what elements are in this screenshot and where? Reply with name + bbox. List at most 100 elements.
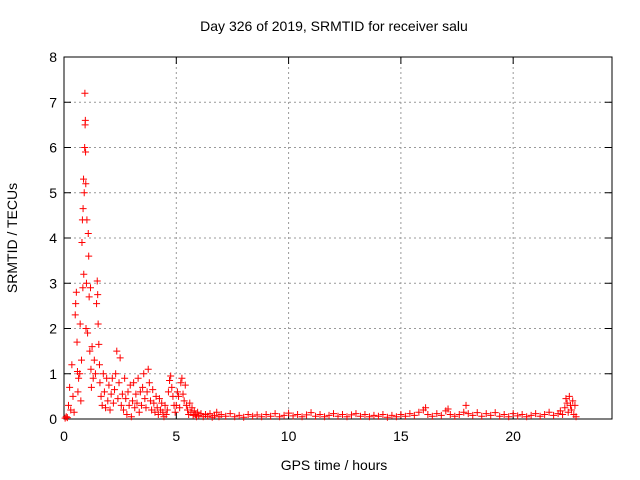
data-point xyxy=(115,379,123,387)
x-tick-label: 10 xyxy=(281,428,297,444)
data-point xyxy=(117,401,125,409)
data-point xyxy=(78,239,86,247)
data-point xyxy=(496,412,504,420)
data-point xyxy=(422,404,430,412)
x-tick-label: 5 xyxy=(172,428,180,444)
data-point xyxy=(124,388,132,396)
data-point xyxy=(80,189,88,197)
data-point xyxy=(87,365,95,373)
data-point xyxy=(102,404,110,412)
data-point xyxy=(69,392,77,400)
data-point xyxy=(249,412,257,420)
data-point xyxy=(175,392,183,400)
data-point xyxy=(532,410,540,418)
data-point xyxy=(240,413,248,421)
data-point xyxy=(168,383,176,391)
data-point xyxy=(478,412,486,420)
data-point xyxy=(120,406,128,414)
data-point xyxy=(137,401,145,409)
data-point xyxy=(85,293,93,301)
data-point xyxy=(87,284,95,292)
data-point xyxy=(64,401,72,409)
data-point xyxy=(505,413,513,421)
data-point xyxy=(139,383,147,391)
data-point xyxy=(550,411,558,419)
data-point xyxy=(111,386,119,394)
data-point xyxy=(500,410,508,418)
data-point xyxy=(74,388,82,396)
data-point xyxy=(460,408,468,416)
data-point xyxy=(177,379,185,387)
data-point xyxy=(176,404,184,412)
data-point xyxy=(206,410,214,418)
data-point xyxy=(374,412,382,420)
data-point xyxy=(129,397,136,405)
data-point xyxy=(71,311,79,319)
data-point xyxy=(370,411,378,419)
data-point xyxy=(85,252,93,260)
data-point xyxy=(72,288,80,296)
data-point xyxy=(410,411,418,419)
x-tick-label: 20 xyxy=(505,428,521,444)
data-point xyxy=(383,413,391,421)
data-point xyxy=(66,383,74,391)
data-point xyxy=(70,408,78,416)
data-point xyxy=(164,388,172,396)
data-point xyxy=(145,379,153,387)
data-point xyxy=(565,392,573,400)
data-point xyxy=(96,379,104,387)
data-point xyxy=(226,410,234,418)
data-point xyxy=(142,404,150,412)
y-tick-label: 8 xyxy=(49,49,57,65)
data-point xyxy=(178,374,186,382)
data-point xyxy=(307,409,315,417)
data-point xyxy=(106,406,114,414)
data-point xyxy=(131,404,139,412)
data-point xyxy=(133,399,141,407)
data-point xyxy=(303,411,311,419)
data-point xyxy=(462,401,470,409)
data-point xyxy=(123,410,131,418)
data-point xyxy=(338,410,346,418)
data-point xyxy=(433,410,441,418)
data-point xyxy=(90,356,98,364)
data-point xyxy=(72,300,80,308)
data-point xyxy=(217,410,225,418)
x-axis-label: GPS time / hours xyxy=(281,457,388,473)
data-point xyxy=(428,412,436,420)
data-point xyxy=(130,379,138,387)
data-point xyxy=(163,406,171,414)
data-point xyxy=(222,412,230,420)
data-point xyxy=(330,410,338,418)
data-point xyxy=(109,399,117,407)
data-point xyxy=(149,386,157,394)
data-point xyxy=(141,395,149,403)
data-point xyxy=(82,148,90,156)
data-point xyxy=(271,410,279,418)
data-point xyxy=(518,410,526,418)
data-point xyxy=(88,343,96,351)
data-point xyxy=(424,410,432,418)
y-tick-label: 2 xyxy=(49,321,57,337)
data-point xyxy=(482,410,490,418)
data-point xyxy=(347,411,355,419)
y-tick-label: 1 xyxy=(49,366,57,382)
data-point xyxy=(105,381,113,389)
data-point xyxy=(144,365,152,373)
data-point xyxy=(361,410,369,418)
data-point xyxy=(78,356,86,364)
data-point xyxy=(276,413,284,421)
data-point xyxy=(464,410,472,418)
data-point xyxy=(446,410,454,418)
y-tick-label: 4 xyxy=(49,230,57,246)
data-point xyxy=(487,411,495,419)
data-point xyxy=(253,411,261,419)
data-point xyxy=(280,411,288,419)
data-point xyxy=(294,410,302,418)
data-point xyxy=(166,377,174,385)
data-point xyxy=(122,395,130,403)
data-point xyxy=(173,388,181,396)
data-point xyxy=(556,407,564,415)
data-point xyxy=(76,370,84,378)
